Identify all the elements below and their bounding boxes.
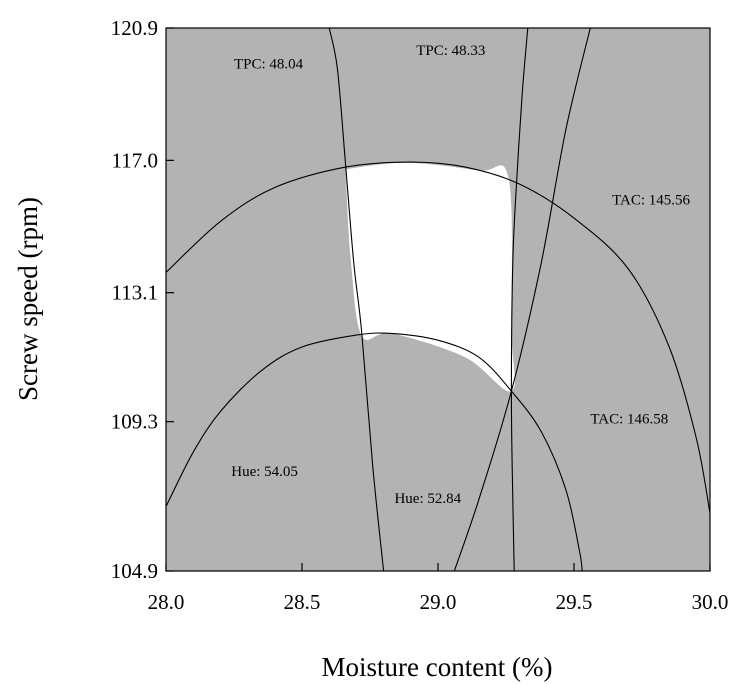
y-tick-label: 117.0 (112, 148, 158, 172)
plot-area (166, 28, 710, 571)
axes: 28.0 28.5 29.0 29.5 30.0 104.9 109.3 113.1 117.0… (111, 16, 729, 614)
x-tick-label: 29.0 (420, 590, 457, 614)
x-tick-label: 28.5 (284, 590, 321, 614)
contour-tac-145-56 (165, 161, 711, 514)
contour-labels: TPC: 48.04 TPC: 48.33 TAC: 145.56 TAC: 146.… (231, 43, 690, 507)
feasible-region (345, 162, 515, 392)
y-tick-label: 113.1 (112, 281, 158, 305)
contour-label-tac-145-56: TAC: 145.56 (612, 192, 690, 208)
y-tick-label: 104.9 (111, 559, 158, 583)
contour-label-tpc-48-04: TPC: 48.04 (234, 57, 304, 73)
y-tick-label: 109.3 (111, 410, 158, 434)
y-tick-label: 120.9 (111, 16, 158, 40)
y-axis-title: Screw speed (rpm) (13, 197, 43, 401)
x-tick-label: 29.5 (556, 590, 593, 614)
x-tick-label: 28.0 (148, 590, 185, 614)
contour-hue-54-05 (165, 332, 583, 572)
contour-label-hue-54-05: Hue: 54.05 (231, 464, 298, 480)
x-tick-label: 30.0 (692, 590, 729, 614)
contour-label-hue-52-84: Hue: 52.84 (394, 491, 461, 507)
contour-label-tac-146-58: TAC: 146.58 (590, 411, 668, 427)
contour-label-tpc-48-33: TPC: 48.33 (416, 43, 485, 59)
contour-tac-146-58 (453, 27, 591, 572)
contour-tpc-48-04 (328, 27, 385, 572)
x-axis-title: Moisture content (%) (322, 652, 553, 682)
contour-lines (165, 27, 711, 572)
contour-tpc-48-33 (510, 27, 529, 572)
